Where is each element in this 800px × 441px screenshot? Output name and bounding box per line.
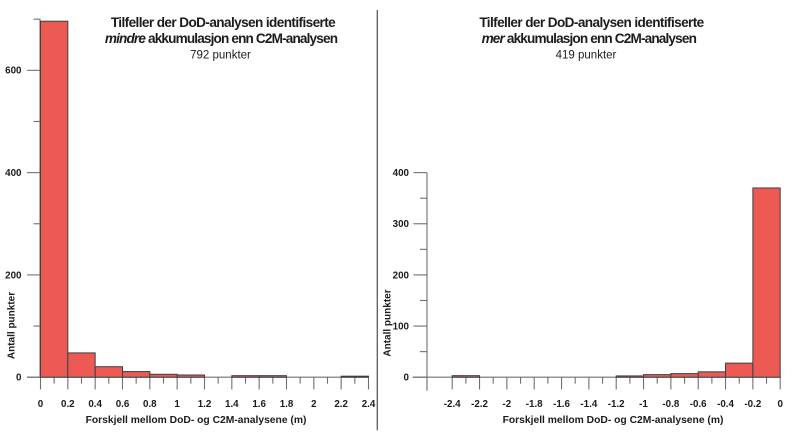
svg-text:0: 0 bbox=[404, 373, 410, 384]
svg-text:Forskjell mellom DoD- og C2M-a: Forskjell mellom DoD- og C2M-analysene (… bbox=[86, 415, 307, 426]
svg-text:2: 2 bbox=[311, 399, 317, 410]
svg-text:-2.4: -2.4 bbox=[444, 399, 461, 410]
svg-text:Antall punkter: Antall punkter bbox=[383, 289, 394, 356]
svg-text:0: 0 bbox=[777, 399, 783, 410]
svg-text:1.4: 1.4 bbox=[225, 399, 239, 410]
svg-text:100: 100 bbox=[393, 321, 410, 332]
svg-text:0.6: 0.6 bbox=[116, 399, 130, 410]
svg-text:200: 200 bbox=[5, 270, 22, 281]
svg-text:mindre akkumulasjon enn C2M-an: mindre akkumulasjon enn C2M-analysen bbox=[105, 31, 338, 46]
svg-text:-0.4: -0.4 bbox=[717, 399, 734, 410]
svg-text:-2: -2 bbox=[503, 399, 512, 410]
svg-text:400: 400 bbox=[5, 168, 22, 179]
svg-text:0.2: 0.2 bbox=[61, 399, 75, 410]
svg-text:-1.6: -1.6 bbox=[553, 399, 570, 410]
svg-text:792 punkter: 792 punkter bbox=[190, 50, 251, 62]
svg-text:-1.8: -1.8 bbox=[526, 399, 543, 410]
svg-text:400: 400 bbox=[393, 168, 410, 179]
svg-text:-1.2: -1.2 bbox=[608, 399, 625, 410]
svg-text:1.6: 1.6 bbox=[252, 399, 266, 410]
svg-text:0.8: 0.8 bbox=[143, 399, 157, 410]
svg-text:-1: -1 bbox=[639, 399, 648, 410]
svg-text:mer akkumulasjon enn C2M-analy: mer akkumulasjon enn C2M-analysen bbox=[482, 31, 697, 46]
svg-text:2.2: 2.2 bbox=[334, 399, 348, 410]
svg-text:1.8: 1.8 bbox=[280, 399, 294, 410]
svg-text:2.4: 2.4 bbox=[362, 399, 376, 410]
svg-text:Antall punkter: Antall punkter bbox=[7, 292, 18, 359]
svg-text:-0.2: -0.2 bbox=[744, 399, 761, 410]
svg-text:-1.4: -1.4 bbox=[580, 399, 597, 410]
svg-text:-0.6: -0.6 bbox=[690, 399, 707, 410]
svg-text:Tilfeller der DoD-analysen ide: Tilfeller der DoD-analysen identifiserte bbox=[111, 15, 336, 30]
svg-text:Tilfeller der DoD-analysen ide: Tilfeller der DoD-analysen identifiserte bbox=[479, 15, 704, 30]
svg-text:300: 300 bbox=[393, 219, 410, 230]
svg-text:200: 200 bbox=[393, 270, 410, 281]
svg-text:-0.8: -0.8 bbox=[662, 399, 679, 410]
svg-text:Forskjell mellom DoD- og C2M-a: Forskjell mellom DoD- og C2M-analysene (… bbox=[503, 415, 724, 426]
svg-text:0: 0 bbox=[16, 373, 22, 384]
svg-text:1.2: 1.2 bbox=[198, 399, 212, 410]
svg-text:1: 1 bbox=[174, 399, 180, 410]
svg-text:0.4: 0.4 bbox=[88, 399, 102, 410]
svg-text:600: 600 bbox=[5, 66, 22, 77]
svg-text:0: 0 bbox=[38, 399, 44, 410]
svg-text:419 punkter: 419 punkter bbox=[556, 50, 617, 62]
svg-text:-2.2: -2.2 bbox=[471, 399, 488, 410]
